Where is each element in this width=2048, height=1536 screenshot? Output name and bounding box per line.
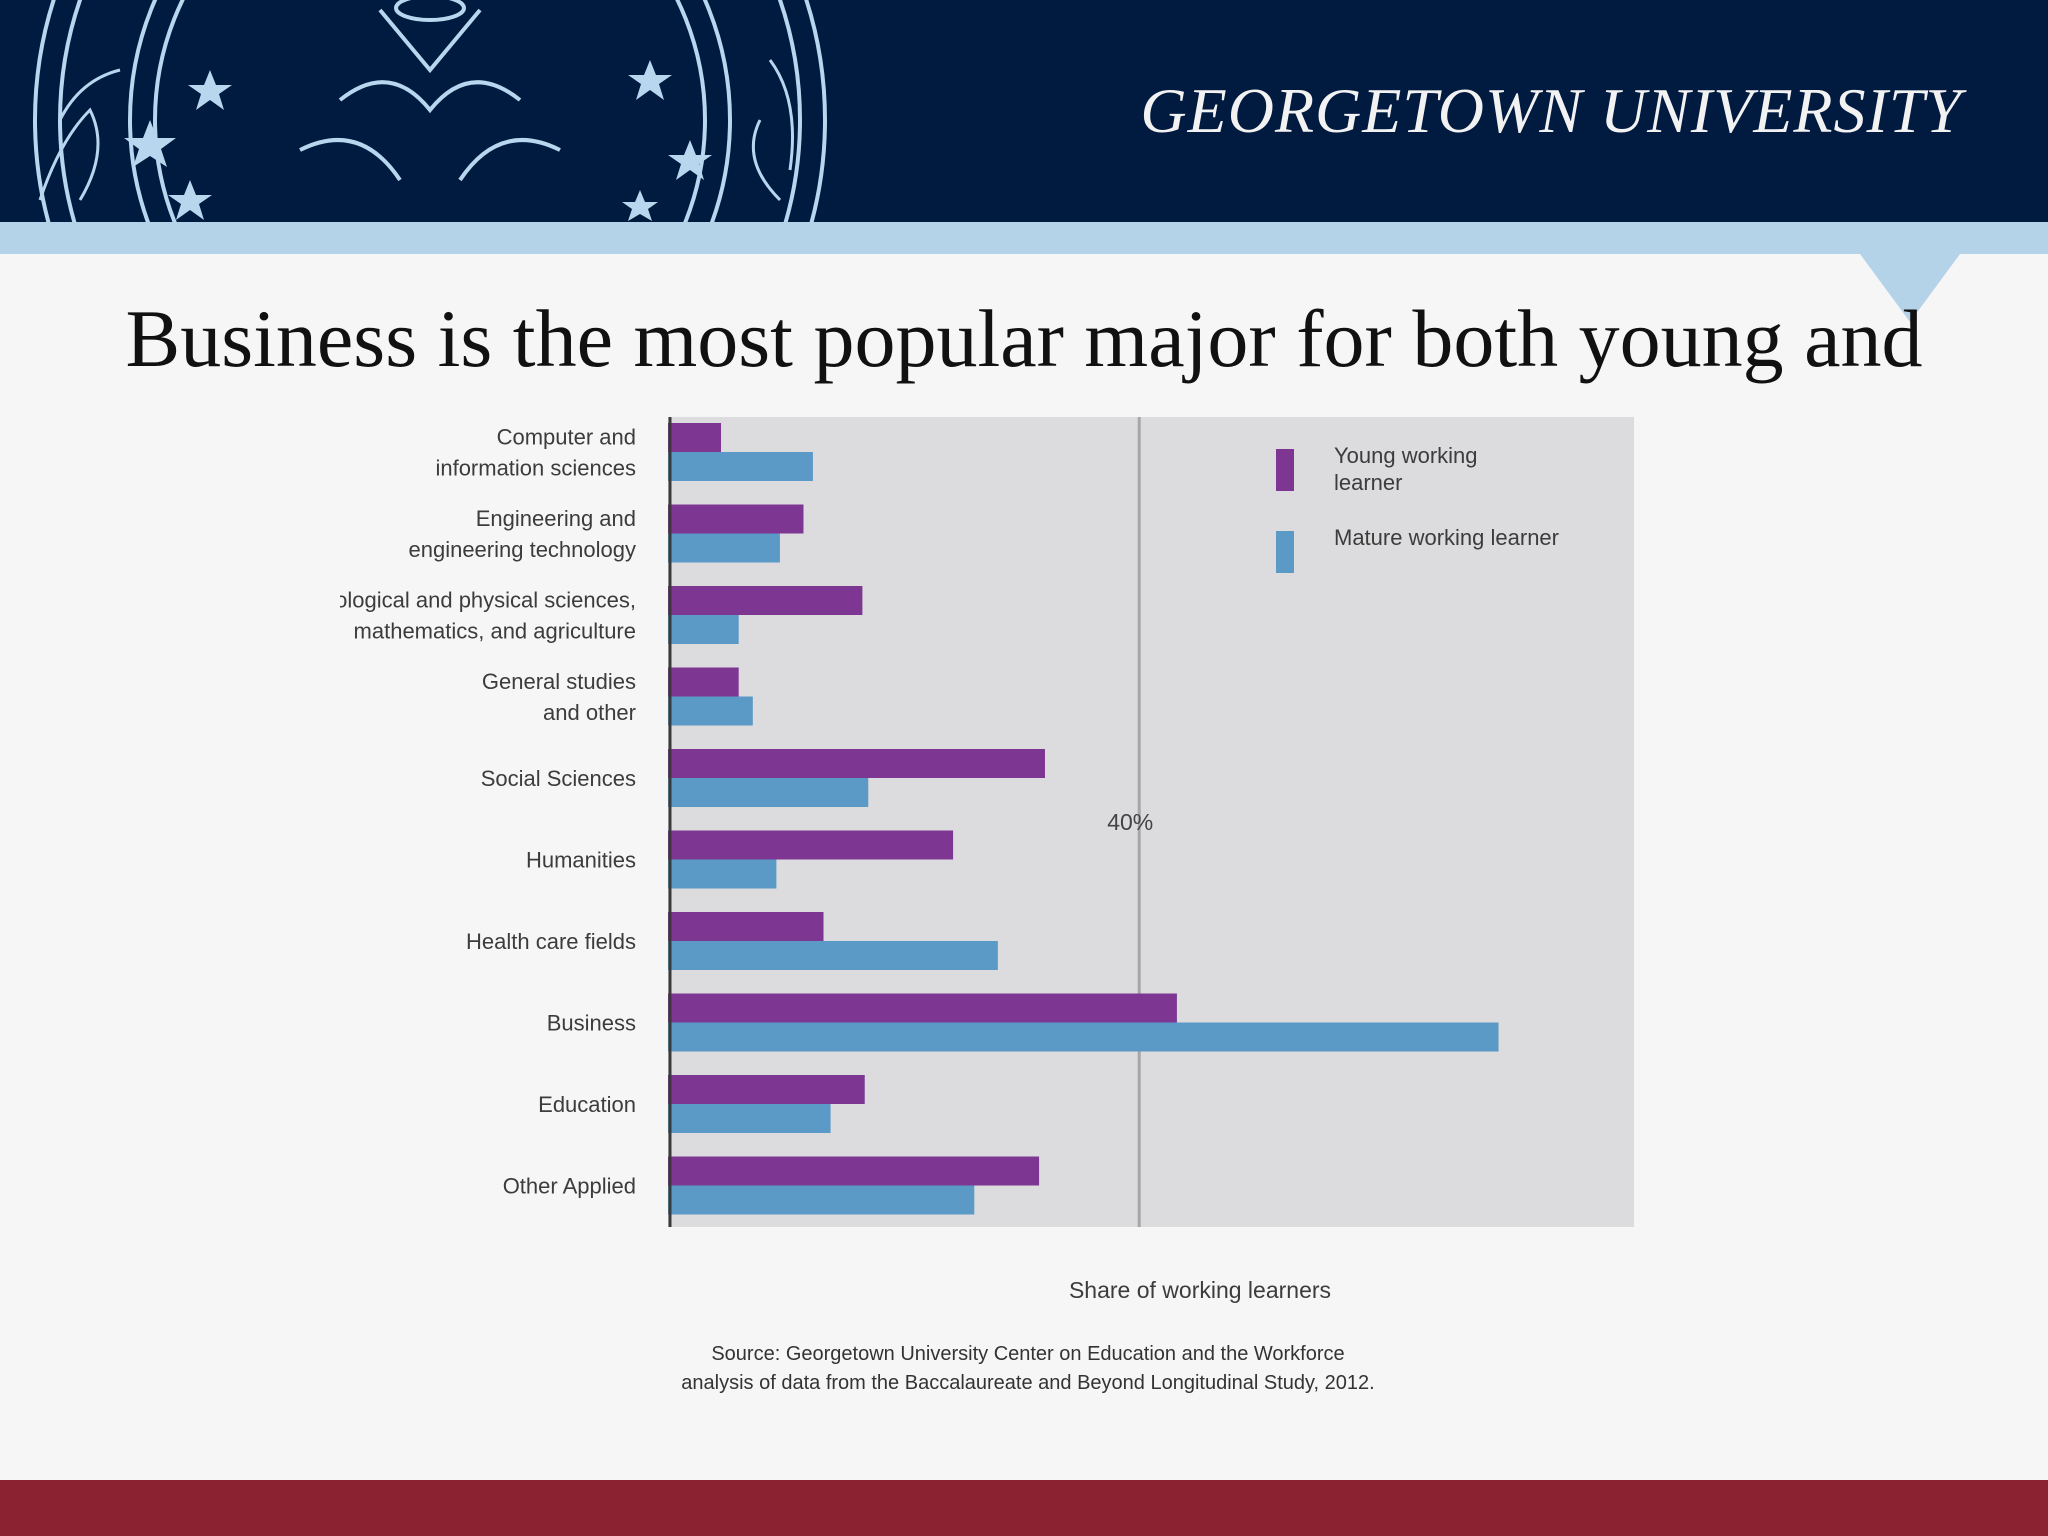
bar-young-7: [668, 993, 1177, 1023]
bar-mature-5: [668, 859, 777, 889]
bar-mature-9: [668, 1185, 975, 1215]
university-seal-icon: [33, 0, 827, 222]
category-label: Other Applied: [503, 1174, 636, 1199]
bar-mature-4: [668, 778, 869, 807]
bar-young-4: [668, 749, 1045, 778]
category-label: Engineering and: [476, 506, 636, 531]
source-line-1: Source: Georgetown University Center on …: [711, 1343, 1345, 1365]
bar-mature-6: [668, 941, 998, 970]
legend-swatch-young: [1276, 449, 1294, 491]
category-label: Biological and physical sciences,: [340, 588, 636, 613]
header-banner: GEORGETOWN UNIVERSITY: [0, 0, 2048, 222]
bar-young-3: [668, 667, 739, 697]
category-label: and other: [543, 700, 636, 725]
bar-young-1: [668, 504, 804, 534]
source-line-2: analysis of data from the Baccalaureate …: [681, 1372, 1375, 1394]
bar-mature-2: [668, 615, 739, 644]
legend-label: learner: [1334, 470, 1402, 495]
bar-young-6: [668, 912, 824, 941]
x-axis-label: Share of working learners: [1069, 1277, 1331, 1303]
category-label: Business: [547, 1011, 636, 1036]
footer-bar: [0, 1480, 2048, 1536]
bar-chart: 40% Computer and information sciences Engin…: [316, 405, 1660, 1330]
chart-svg: 40% Computer and information sciences Engin…: [316, 417, 1634, 1303]
bar-young-2: [668, 586, 863, 615]
category-label: information sciences: [435, 456, 636, 481]
bar-young-0: [668, 423, 722, 452]
bar-young-5: [668, 830, 954, 860]
slide-title: Business is the most popular major for b…: [125, 293, 1923, 384]
category-label: General studies: [482, 669, 636, 694]
category-label: Humanities: [526, 848, 636, 873]
category-label: Computer and: [497, 425, 636, 450]
category-label: Social Sciences: [481, 766, 636, 791]
bar-mature-1: [668, 533, 780, 563]
accent-notch: [1860, 254, 1960, 322]
category-label: mathematics, and agriculture: [354, 619, 636, 644]
category-label: Health care fields: [466, 929, 636, 954]
accent-stripe: [0, 222, 2048, 254]
source-note: Source: Georgetown University Center on …: [528, 1340, 1528, 1398]
bar-mature-0: [668, 452, 813, 481]
university-name: GEORGETOWN UNIVERSITY: [1140, 75, 1962, 146]
bar-mature-3: [668, 696, 753, 726]
legend-swatch-mature: [1276, 531, 1294, 573]
bar-young-8: [668, 1075, 865, 1104]
legend-label: Young working: [1334, 443, 1478, 468]
bar-young-9: [668, 1156, 1040, 1186]
bar-mature-8: [668, 1104, 831, 1133]
legend-label: Mature working learner: [1334, 525, 1559, 550]
category-label: Education: [538, 1092, 636, 1117]
category-label: engineering technology: [408, 537, 636, 562]
bar-mature-7: [668, 1022, 1499, 1052]
reference-line-label: 40%: [1107, 809, 1153, 835]
